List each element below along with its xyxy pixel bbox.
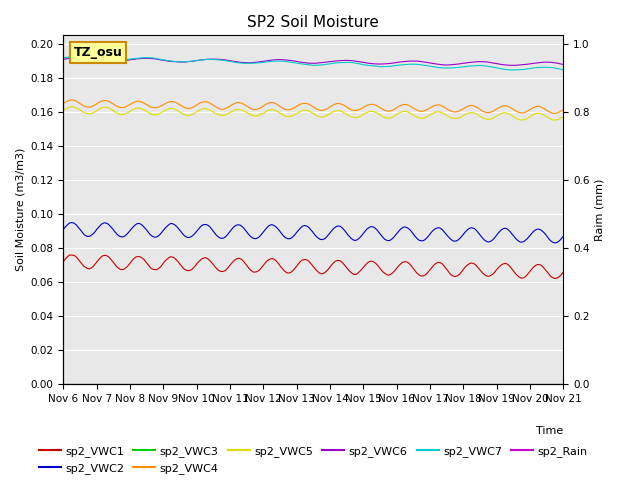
- sp2_Rain: [559, 381, 567, 387]
- sp2_VWC1: [389, 270, 397, 276]
- sp2_VWC7: [76, 53, 83, 59]
- sp2_VWC7: [559, 67, 567, 72]
- sp2_VWC6: [374, 61, 382, 67]
- sp2_VWC1: [121, 266, 129, 272]
- Text: Time: Time: [536, 426, 563, 436]
- sp2_VWC6: [68, 55, 76, 61]
- sp2_VWC4: [198, 99, 205, 105]
- sp2_VWC3: [388, 381, 396, 387]
- sp2_VWC7: [198, 57, 205, 63]
- sp2_VWC1: [67, 252, 74, 258]
- Line: sp2_VWC4: sp2_VWC4: [63, 100, 563, 113]
- sp2_VWC5: [374, 111, 382, 117]
- sp2_VWC3: [120, 381, 128, 387]
- sp2_VWC2: [559, 233, 567, 239]
- sp2_VWC2: [389, 235, 397, 241]
- sp2_VWC6: [74, 55, 82, 60]
- sp2_VWC5: [121, 111, 129, 117]
- sp2_VWC4: [69, 97, 77, 103]
- sp2_Rain: [68, 381, 76, 387]
- sp2_VWC1: [69, 252, 77, 258]
- sp2_VWC3: [197, 381, 205, 387]
- sp2_VWC5: [550, 117, 558, 123]
- sp2_VWC3: [68, 381, 76, 387]
- sp2_VWC3: [60, 381, 67, 387]
- sp2_Rain: [60, 381, 67, 387]
- sp2_VWC4: [559, 107, 567, 113]
- Legend: sp2_VWC1, sp2_VWC2, sp2_VWC3, sp2_VWC4, sp2_VWC5, sp2_VWC6, sp2_VWC7, sp2_Rain: sp2_VWC1, sp2_VWC2, sp2_VWC3, sp2_VWC4, …: [34, 442, 593, 478]
- sp2_Rain: [171, 381, 179, 387]
- sp2_VWC3: [374, 381, 381, 387]
- sp2_VWC4: [172, 99, 179, 105]
- sp2_VWC7: [389, 63, 397, 69]
- sp2_VWC5: [559, 114, 567, 120]
- sp2_VWC5: [198, 106, 205, 112]
- sp2_VWC5: [172, 107, 179, 112]
- sp2_VWC3: [559, 381, 567, 387]
- sp2_VWC5: [69, 104, 77, 110]
- sp2_VWC1: [374, 263, 382, 269]
- sp2_VWC7: [68, 54, 76, 60]
- sp2_VWC4: [389, 107, 397, 113]
- Line: sp2_VWC7: sp2_VWC7: [63, 56, 563, 70]
- Y-axis label: Soil Moisture (m3/m3): Soil Moisture (m3/m3): [15, 148, 25, 271]
- sp2_VWC2: [121, 233, 129, 239]
- sp2_VWC7: [121, 57, 129, 63]
- sp2_VWC1: [198, 256, 205, 262]
- sp2_VWC2: [67, 220, 75, 226]
- sp2_VWC1: [551, 276, 559, 281]
- Y-axis label: Raim (mm): Raim (mm): [595, 179, 605, 241]
- sp2_VWC5: [60, 108, 67, 113]
- sp2_VWC6: [121, 58, 129, 63]
- sp2_VWC3: [171, 381, 179, 387]
- sp2_VWC2: [69, 220, 77, 226]
- sp2_VWC6: [198, 57, 205, 63]
- sp2_VWC6: [172, 59, 179, 65]
- sp2_VWC2: [172, 222, 179, 228]
- sp2_Rain: [374, 381, 381, 387]
- sp2_VWC2: [551, 240, 559, 246]
- Line: sp2_VWC1: sp2_VWC1: [63, 255, 563, 278]
- sp2_VWC4: [551, 110, 559, 116]
- sp2_VWC6: [389, 60, 397, 66]
- sp2_VWC1: [559, 269, 567, 275]
- Title: SP2 Soil Moisture: SP2 Soil Moisture: [248, 15, 380, 30]
- sp2_VWC7: [506, 67, 514, 73]
- sp2_VWC7: [172, 59, 179, 64]
- sp2_VWC7: [60, 55, 67, 60]
- sp2_VWC5: [389, 114, 397, 120]
- sp2_VWC6: [60, 56, 67, 62]
- sp2_VWC7: [374, 63, 382, 69]
- sp2_Rain: [120, 381, 128, 387]
- Line: sp2_VWC5: sp2_VWC5: [63, 107, 563, 120]
- Line: sp2_VWC6: sp2_VWC6: [63, 58, 563, 65]
- sp2_Rain: [197, 381, 205, 387]
- sp2_VWC2: [374, 229, 382, 235]
- sp2_VWC1: [172, 256, 179, 262]
- sp2_VWC4: [121, 105, 129, 110]
- sp2_VWC4: [60, 100, 67, 106]
- sp2_VWC6: [559, 61, 567, 67]
- sp2_VWC2: [198, 223, 205, 228]
- sp2_VWC4: [68, 97, 76, 103]
- sp2_VWC1: [60, 259, 67, 264]
- sp2_VWC4: [374, 104, 382, 109]
- sp2_VWC2: [60, 227, 67, 232]
- sp2_VWC5: [68, 104, 76, 109]
- sp2_Rain: [388, 381, 396, 387]
- Line: sp2_VWC2: sp2_VWC2: [63, 223, 563, 243]
- Text: TZ_osu: TZ_osu: [74, 46, 122, 59]
- sp2_VWC6: [511, 62, 518, 68]
